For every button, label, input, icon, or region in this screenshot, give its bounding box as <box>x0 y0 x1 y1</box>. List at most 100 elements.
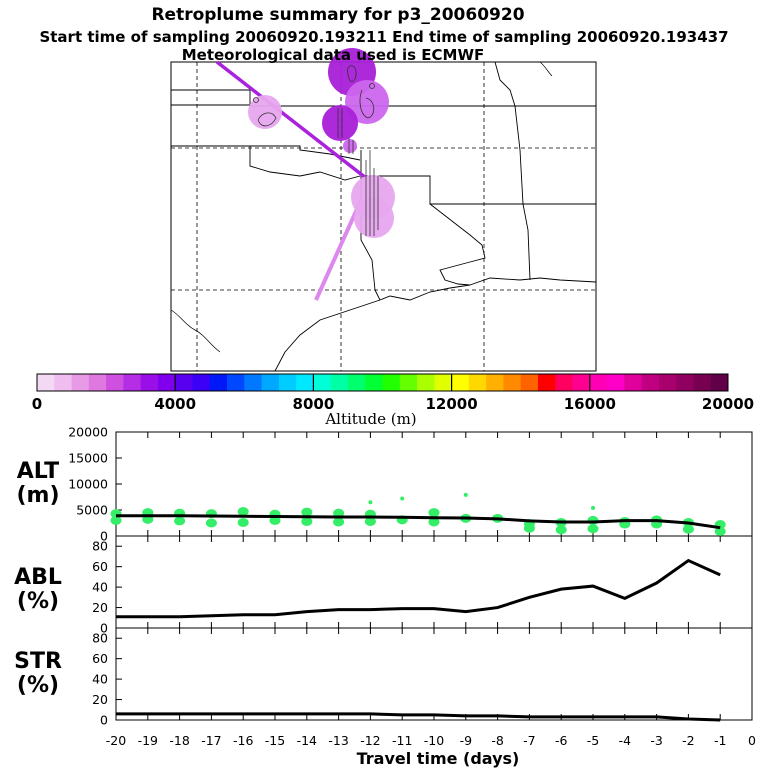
alt-scatter-point <box>333 517 345 527</box>
colorbar-cell <box>330 374 349 391</box>
alt-scatter-point <box>368 500 373 505</box>
y-tick-label: 0 <box>100 713 108 728</box>
x-axis-label: Travel time (days) <box>357 749 520 768</box>
colorbar-cell <box>503 374 522 391</box>
colorbar-cell <box>106 374 124 391</box>
panel-str: STR (%) 0 20 40 60 80 <box>14 628 753 728</box>
x-tick-label: -19 <box>138 733 158 748</box>
colorbar-cell <box>520 374 539 391</box>
colorbar-cell <box>451 374 470 391</box>
alt-scatter-point <box>205 518 217 528</box>
abl-series-line <box>116 558 721 619</box>
colorbar-cell <box>676 374 694 391</box>
colorbar-ticks: 0 4000 8000 12000 16000 20000 <box>32 374 754 413</box>
alt-scatter-point <box>301 516 313 526</box>
panel-abl: ABL (%) 0 20 40 60 80 <box>14 536 753 636</box>
alt-scatter-point <box>110 515 122 525</box>
colorbar-cell <box>486 374 504 391</box>
y-tick-label: 40 <box>92 672 108 687</box>
alt-y-axis: 0 5000 10000 15000 20000 <box>68 425 753 544</box>
x-tick-label: -4 <box>619 733 632 748</box>
colorbar-label: Altitude (m) <box>324 410 416 428</box>
alt-scatter-point <box>333 508 345 518</box>
colorbar-cell <box>296 374 314 391</box>
state-boundaries <box>171 61 597 372</box>
colorbar-cell <box>37 374 55 391</box>
colorbar-cell <box>641 374 660 391</box>
trajectory-track-upper <box>215 60 368 180</box>
colorbar-cell <box>278 374 297 391</box>
colorbar-cell <box>399 374 418 391</box>
y-tick-label: 20000 <box>68 425 108 440</box>
alt-scatter-point <box>237 507 249 517</box>
colorbar-tick-label: 16000 <box>564 395 616 413</box>
colorbar-tick-label: 12000 <box>426 395 478 413</box>
alt-scatter-point <box>523 523 535 533</box>
x-tick-label: -5 <box>587 733 599 748</box>
y-tick-label: 80 <box>92 631 108 646</box>
colorbar-cell <box>123 374 142 391</box>
x-tick-label: -13 <box>328 733 348 748</box>
x-tick-label: -8 <box>491 733 504 748</box>
plume-cluster <box>248 95 282 129</box>
coastline-detail <box>170 61 553 353</box>
str-panel-unit: (%) <box>17 673 59 698</box>
alt-scatter-point <box>682 524 694 534</box>
met-data-label: Meteorological data used is ECMWF <box>182 46 485 64</box>
y-tick-label: 10000 <box>68 477 108 492</box>
colorbar-cell <box>693 374 712 391</box>
colorbar-cell <box>382 374 401 391</box>
x-tick-label: -15 <box>265 733 285 748</box>
colorbar-cell <box>313 374 332 391</box>
sampling-times: Start time of sampling 20060920.193211 E… <box>39 28 728 46</box>
alt-scatter-point <box>364 516 376 526</box>
colorbar-cell <box>209 374 228 391</box>
x-axis: -20 -19 -18 -17 -16 -15 -14 -13 -12 -11 -10 -9 -8 -7-… <box>106 733 756 748</box>
altitude-colorbar: 0 4000 8000 12000 16000 20000 Altitude (m) <box>32 373 754 428</box>
y-tick-label: 20 <box>92 600 108 615</box>
alt-scatter-point <box>428 517 440 527</box>
abl-panel-title: ABL <box>14 565 62 590</box>
colorbar-cell <box>244 374 262 391</box>
plume-hatching <box>253 65 379 236</box>
colorbar-cell <box>468 374 487 391</box>
colorbar-cell <box>347 374 366 391</box>
y-tick-label: 0 <box>100 621 108 636</box>
colorbar-cell <box>537 374 556 391</box>
colorbar-cell <box>624 374 643 391</box>
plume-cluster <box>322 105 358 141</box>
x-tick-label: -7 <box>523 733 535 748</box>
y-tick-label: 15000 <box>68 451 108 466</box>
time-series-panels: ALT (m) 0 5000 10000 15000 20000 ABL (%) 0 20… <box>14 425 756 768</box>
colorbar-tick-label: 0 <box>32 395 42 413</box>
colorbar-cell <box>434 374 452 391</box>
x-tick-label: -10 <box>424 733 444 748</box>
abl-panel-unit: (%) <box>17 589 59 614</box>
x-tick-label: 0 <box>748 733 756 748</box>
map-panel <box>170 48 597 372</box>
colorbar-cell <box>88 374 107 391</box>
alt-scatter-point <box>463 492 468 497</box>
alt-panel-title: ALT <box>17 459 59 484</box>
colorbar-cell <box>54 374 72 391</box>
colorbar-cell <box>365 374 383 391</box>
y-tick-label: 80 <box>92 539 108 554</box>
colorbar-cell <box>175 374 193 391</box>
colorbar-cell <box>261 374 280 391</box>
y-tick-label: 40 <box>92 580 108 595</box>
str-series-line <box>116 712 721 722</box>
colorbar-cell <box>192 374 211 391</box>
alt-panel-unit: (m) <box>16 483 59 508</box>
alt-scatter-point <box>237 517 249 527</box>
alt-scatter-point <box>400 496 405 501</box>
colorbar-cell <box>140 374 159 391</box>
alt-scatter-points <box>110 492 726 536</box>
y-tick-label: 60 <box>92 651 108 666</box>
figure-title: Retroplume summary for p3_20060920 <box>151 5 524 25</box>
y-tick-label: 5000 <box>76 503 108 518</box>
alt-scatter-point <box>174 516 186 526</box>
x-tick-label: -3 <box>650 733 662 748</box>
colorbar-tick-label: 20000 <box>702 395 754 413</box>
colorbar-tick-label: 4000 <box>154 395 196 413</box>
